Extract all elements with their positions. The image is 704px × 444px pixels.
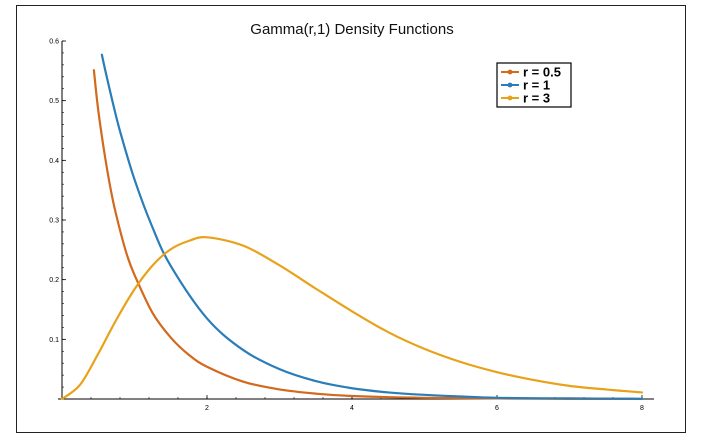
y-tick-label: 0.6 [49, 39, 59, 46]
legend-label: r = 0.5 [523, 65, 561, 80]
chart-frame [16, 5, 686, 433]
x-tick-label: 8 [640, 405, 644, 412]
y-tick-label: 0.1 [49, 337, 59, 344]
x-tick-label: 4 [350, 405, 354, 412]
legend-label: r = 3 [523, 91, 550, 106]
x-tick-label: 6 [495, 405, 499, 412]
series-line-1 [92, 69, 644, 401]
y-tick-label: 0.5 [49, 98, 59, 105]
legend-swatch-marker [507, 95, 513, 101]
legend-swatch-marker [507, 82, 513, 88]
legend-swatch-marker [507, 69, 513, 75]
series-layer [60, 53, 644, 401]
y-tick-label: 0.2 [49, 277, 59, 284]
y-tick-label: 0.3 [49, 218, 59, 225]
series-line-3 [60, 236, 644, 401]
legend: r = 0.5r = 1r = 3 [496, 62, 572, 108]
legend-label: r = 1 [523, 78, 550, 93]
chart-title: Gamma(r,1) Density Functions [250, 21, 453, 38]
x-tick-label: 2 [205, 405, 209, 412]
series-line-2 [100, 53, 644, 400]
y-tick-label: 0.4 [49, 158, 59, 165]
